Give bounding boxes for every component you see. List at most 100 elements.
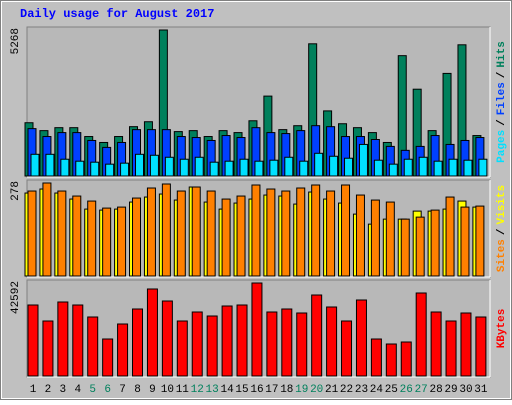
x-tick-label: 7 bbox=[119, 384, 126, 396]
bar bbox=[385, 343, 397, 377]
bar bbox=[42, 320, 54, 377]
bar bbox=[281, 190, 291, 277]
bar bbox=[475, 205, 485, 277]
bar bbox=[30, 153, 40, 177]
bar bbox=[132, 197, 142, 277]
bar bbox=[57, 190, 67, 277]
bar bbox=[355, 194, 365, 277]
bar bbox=[206, 190, 216, 277]
x-tick-label: 8 bbox=[134, 384, 141, 396]
bar bbox=[179, 158, 189, 177]
bar bbox=[370, 338, 382, 377]
outer-bevel bbox=[1, 1, 511, 399]
bar bbox=[105, 163, 115, 177]
x-tick-label: 5 bbox=[89, 384, 96, 396]
bar bbox=[90, 161, 100, 177]
x-tick-label: 26 bbox=[400, 384, 413, 396]
legend-entry: Files bbox=[496, 82, 508, 115]
bar bbox=[448, 158, 458, 177]
bar bbox=[433, 160, 443, 177]
bar bbox=[251, 184, 261, 277]
bar bbox=[224, 160, 234, 177]
bar bbox=[415, 216, 425, 277]
x-tick-label: 18 bbox=[280, 384, 293, 396]
bar bbox=[314, 152, 324, 177]
x-tick-label: 4 bbox=[74, 384, 81, 396]
bar bbox=[445, 196, 455, 277]
bar bbox=[341, 184, 351, 277]
bar bbox=[311, 294, 323, 377]
bar bbox=[117, 206, 127, 277]
x-tick-label: 9 bbox=[149, 384, 156, 396]
bar bbox=[266, 188, 276, 277]
bar bbox=[388, 163, 398, 177]
legend-separator: / bbox=[496, 71, 508, 78]
bar bbox=[370, 199, 380, 277]
x-tick-label: 11 bbox=[176, 384, 190, 396]
bar bbox=[341, 320, 353, 377]
bar bbox=[164, 156, 174, 177]
bar bbox=[75, 160, 85, 177]
legend-separator: / bbox=[496, 119, 508, 126]
bar bbox=[236, 195, 246, 277]
bar bbox=[102, 338, 114, 377]
bar bbox=[254, 160, 264, 177]
bar bbox=[191, 186, 201, 277]
bar bbox=[266, 311, 278, 377]
bar bbox=[194, 156, 204, 177]
legend: Pages / Files / Hits bbox=[496, 41, 508, 163]
legend-entry: Visits bbox=[496, 185, 508, 225]
bar bbox=[57, 301, 69, 377]
bar bbox=[326, 306, 338, 377]
x-tick-label: 22 bbox=[340, 384, 353, 396]
x-tick-label: 31 bbox=[474, 384, 488, 396]
bar bbox=[42, 182, 52, 277]
x-tick-label: 29 bbox=[444, 384, 457, 396]
bar bbox=[60, 158, 70, 177]
x-tick-label: 28 bbox=[430, 384, 443, 396]
bar bbox=[27, 304, 39, 377]
x-tick-label: 27 bbox=[415, 384, 428, 396]
bar bbox=[400, 341, 412, 377]
bar bbox=[27, 190, 37, 277]
bar bbox=[460, 206, 470, 277]
chart-title: Daily usage for August 2017 bbox=[20, 7, 214, 21]
bar bbox=[135, 153, 145, 177]
bar bbox=[87, 316, 99, 377]
bar bbox=[430, 311, 442, 377]
bar bbox=[373, 159, 383, 177]
bar bbox=[385, 201, 395, 277]
bar bbox=[329, 155, 339, 177]
bar bbox=[236, 304, 248, 377]
x-tick-label: 6 bbox=[104, 384, 111, 396]
bar bbox=[161, 300, 173, 377]
legend: KBytes bbox=[496, 309, 508, 349]
y-tick-label: 42592 bbox=[10, 281, 22, 314]
bar bbox=[475, 316, 487, 377]
bar bbox=[221, 305, 233, 377]
x-tick-label: 16 bbox=[250, 384, 263, 396]
bar bbox=[146, 288, 158, 377]
legend-separator: / bbox=[496, 228, 508, 235]
legend: Sites / Visits bbox=[496, 185, 508, 272]
x-tick-label: 30 bbox=[459, 384, 472, 396]
legend-entry: Pages bbox=[496, 130, 508, 163]
bar bbox=[460, 312, 472, 377]
x-tick-label: 25 bbox=[385, 384, 398, 396]
bar bbox=[400, 218, 410, 277]
bar bbox=[269, 159, 279, 177]
x-tick-label: 19 bbox=[295, 384, 308, 396]
bar bbox=[415, 292, 427, 377]
bar bbox=[358, 143, 368, 177]
bar bbox=[221, 198, 231, 277]
bar bbox=[72, 195, 82, 277]
bar bbox=[176, 320, 188, 377]
bar bbox=[430, 209, 440, 277]
y-tick-label: 5268 bbox=[10, 28, 22, 54]
legend-entry: KBytes bbox=[496, 309, 508, 349]
x-tick-label: 17 bbox=[265, 384, 278, 396]
bar bbox=[161, 183, 171, 277]
bar bbox=[176, 190, 186, 277]
bar bbox=[326, 190, 336, 277]
